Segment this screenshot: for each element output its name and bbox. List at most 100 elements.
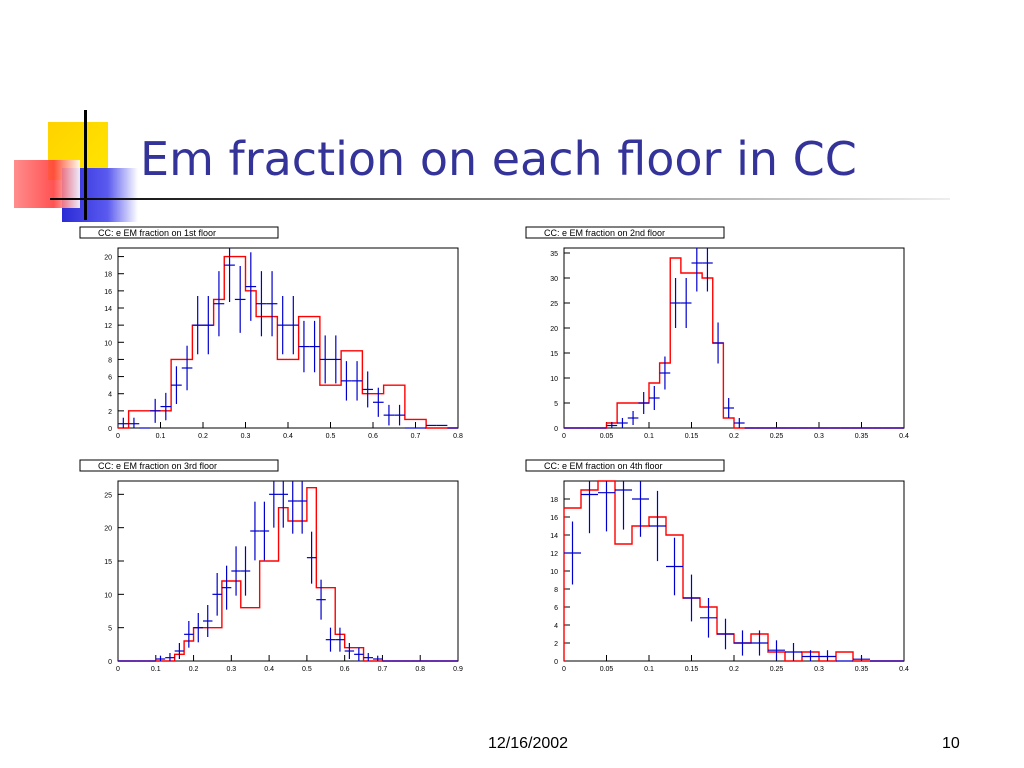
chart-title-box [79, 459, 279, 472]
data-point [181, 345, 193, 391]
data-point [224, 248, 235, 302]
data-point [149, 398, 161, 423]
data-point [297, 481, 307, 534]
data-point [632, 481, 649, 537]
data-point [680, 278, 692, 328]
data-point [335, 627, 345, 652]
data-point [330, 335, 342, 384]
x-tick-label: 0.5 [302, 666, 312, 673]
data-point [221, 565, 232, 610]
x-tick-label: 0.3 [814, 433, 824, 440]
data-point [853, 655, 870, 661]
plot-frame [563, 480, 905, 662]
x-tick-label: 0.2 [729, 433, 739, 440]
x-tick-label: 0 [116, 433, 120, 440]
data-point [564, 521, 581, 585]
x-tick-label: 0.35 [855, 666, 869, 673]
y-tick-label: 14 [104, 306, 112, 313]
x-tick-label: 0.3 [241, 433, 251, 440]
y-tick-label: 8 [554, 587, 558, 594]
data-point [325, 627, 336, 652]
y-tick-label: 0 [108, 426, 112, 433]
x-tick-label: 0.1 [644, 666, 654, 673]
y-tick-label: 6 [554, 605, 558, 612]
data-point [638, 392, 649, 414]
x-tick-label: 0.7 [411, 433, 421, 440]
x-tick-label: 0.25 [770, 666, 784, 673]
chart-4th-floor: CC: e EM fraction on 4th floor 0 2 4 6 8 10 12 1… [525, 459, 909, 673]
data-point [700, 598, 717, 638]
data-point [212, 573, 222, 616]
data-point [627, 411, 639, 425]
y-tick-label: 16 [550, 515, 558, 522]
chart-1st-floor: CC: e EM fraction on 1st floor 0 2 4 6 8 10 12 1… [79, 226, 463, 440]
mc-histogram [118, 255, 458, 429]
y-tick-label: 10 [104, 592, 112, 599]
x-tick-label: 0.05 [600, 666, 614, 673]
data-point [306, 531, 317, 584]
data-point [723, 398, 734, 418]
y-tick-label: 25 [550, 301, 558, 308]
data-point [351, 361, 363, 401]
x-tick-label: 0.4 [283, 433, 293, 440]
x-tick-label: 0.15 [685, 433, 699, 440]
x-tick-label: 0.1 [151, 666, 161, 673]
x-tick-label: 0.7 [378, 666, 388, 673]
x-tick-label: 0.05 [600, 433, 614, 440]
data-point [245, 252, 257, 321]
y-tick-label: 18 [104, 272, 112, 279]
y-tick-label: 12 [550, 551, 558, 558]
y-tick-label: 10 [550, 376, 558, 383]
y-tick-label: 4 [554, 623, 558, 630]
x-tick-label: 0.15 [685, 666, 699, 673]
data-point [155, 655, 166, 661]
y-tick-label: 30 [550, 276, 558, 283]
data-point [666, 537, 683, 596]
y-tick-label: 10 [550, 569, 558, 576]
data-point [118, 417, 129, 428]
data-point [362, 371, 373, 408]
data-point [165, 653, 175, 661]
data-point [309, 320, 320, 373]
data-point [615, 481, 632, 530]
y-tick-label: 20 [550, 326, 558, 333]
data-point [751, 630, 768, 656]
x-tick-label: 0.9 [453, 666, 463, 673]
plot-frame [117, 247, 459, 429]
footer-date: 12/16/2002 [488, 735, 569, 752]
plot-frame [563, 247, 905, 429]
y-tick-label: 2 [108, 409, 112, 416]
data-point [213, 271, 225, 337]
y-tick-label: 0 [108, 659, 112, 666]
chart-title: CC: e EM fraction on 3rd floor [98, 461, 217, 471]
data-point [316, 579, 326, 620]
data-point [617, 418, 628, 428]
data-point [266, 271, 278, 337]
x-tick-label: 0.2 [729, 666, 739, 673]
y-tick-label: 18 [550, 497, 558, 504]
y-tick-label: 0 [554, 426, 558, 433]
slide-title: Em fraction on each floor in CC [140, 132, 857, 186]
x-tick-label: 0.1 [644, 433, 654, 440]
deco-vertical-line [84, 110, 87, 220]
y-tick-label: 10 [104, 340, 112, 347]
data-point [683, 574, 700, 622]
x-tick-label: 0.4 [899, 433, 909, 440]
data-point [670, 278, 681, 328]
y-tick-label: 8 [108, 357, 112, 364]
data-point [606, 422, 618, 428]
data-point [581, 481, 598, 534]
data-point [363, 653, 373, 661]
x-tick-label: 0.25 [770, 433, 784, 440]
chart-title: CC: e EM fraction on 4th floor [544, 461, 663, 471]
y-tick-label: 0 [554, 659, 558, 666]
y-tick-label: 15 [104, 559, 112, 566]
data-point [278, 481, 288, 528]
data-point [717, 618, 734, 650]
data-point [373, 387, 384, 417]
chart-title-box [525, 459, 725, 472]
data-point [269, 481, 279, 528]
chart-title-box [525, 226, 725, 239]
data-point [203, 605, 213, 637]
x-tick-label: 0.3 [226, 666, 236, 673]
